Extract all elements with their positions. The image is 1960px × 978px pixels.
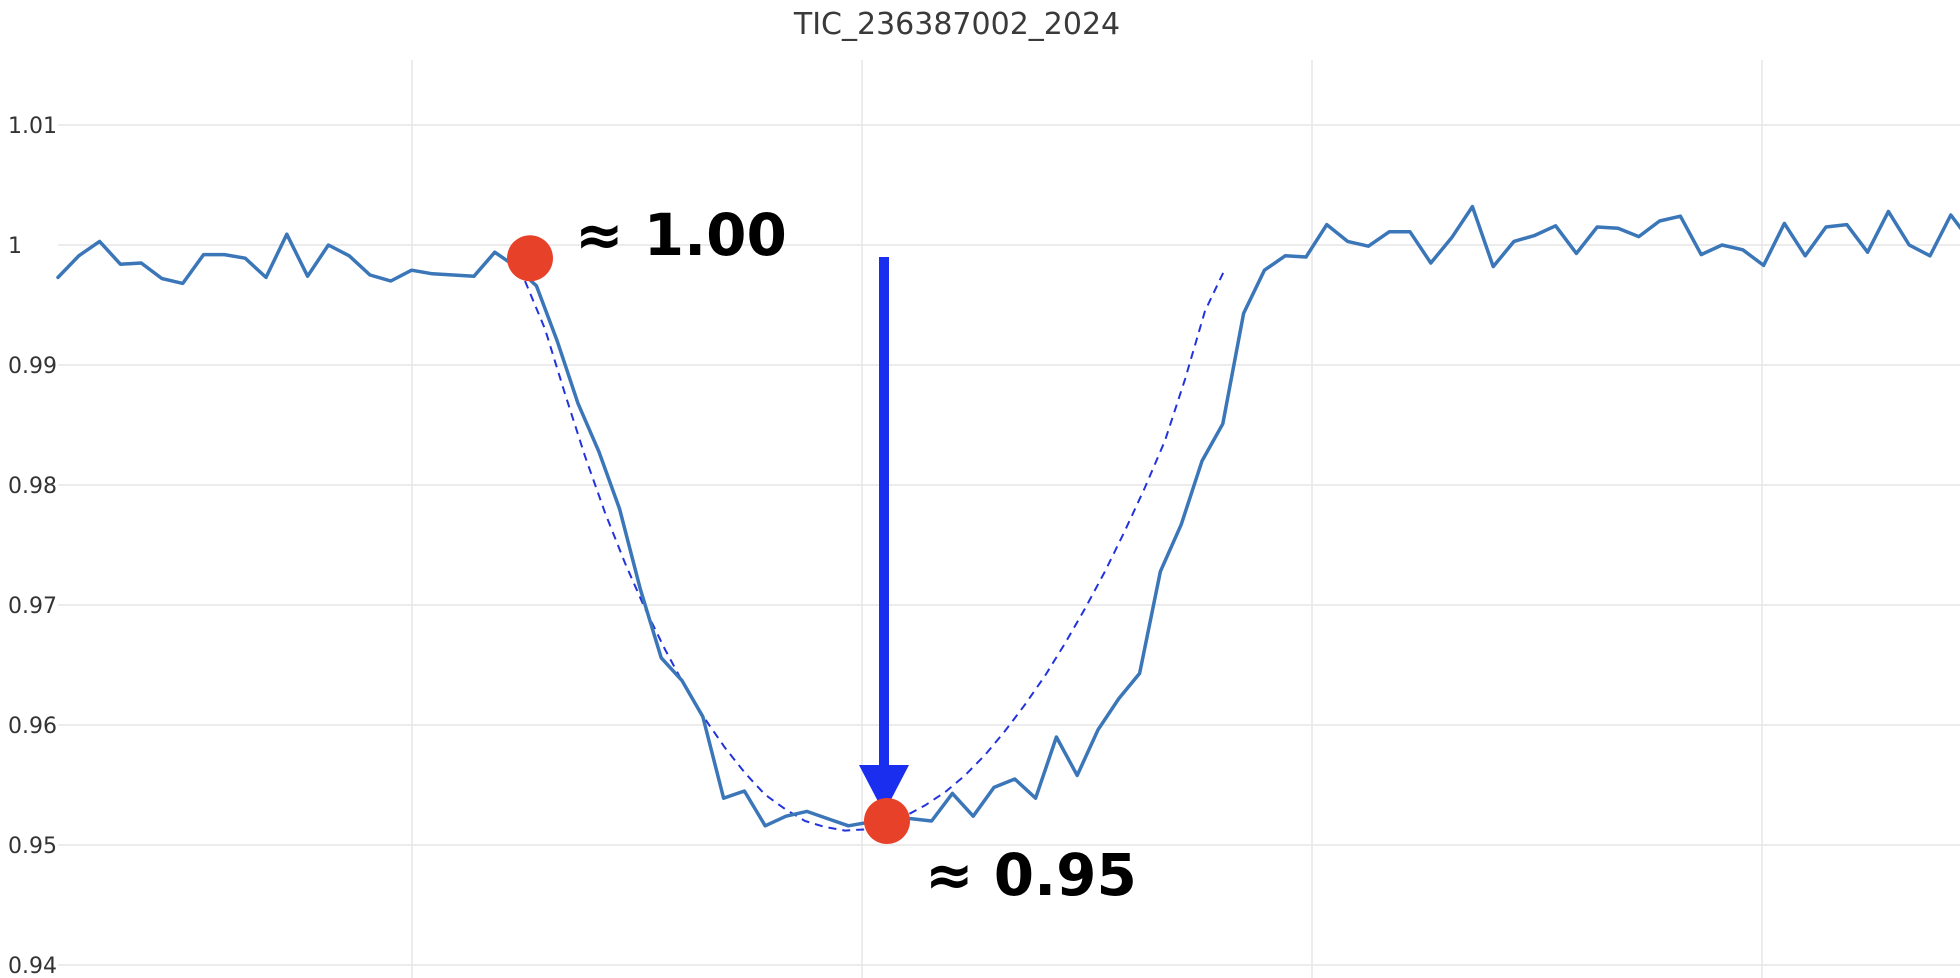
flux-series-line — [56, 204, 1960, 828]
y-tick-label: 0.98 — [8, 474, 57, 499]
y-tick-label: 0.99 — [8, 354, 57, 379]
grid-layer — [58, 60, 1960, 978]
y-axis-ticks: 0.94 0.95 0.96 0.97 0.98 0.99 1 1.01 — [8, 114, 57, 978]
minimum-annotation-label: ≈ 0.95 — [925, 841, 1137, 909]
y-tick-label: 0.94 — [8, 954, 57, 978]
annotation-layer: ≈ 1.00 ≈ 0.95 — [507, 201, 1137, 909]
baseline-annotation-label: ≈ 1.00 — [575, 201, 787, 269]
depth-arrow-head — [859, 765, 909, 813]
y-tick-label: 0.95 — [8, 834, 57, 859]
y-tick-label: 0.97 — [8, 594, 57, 619]
series-layer — [56, 204, 1960, 832]
chart-title: TIC_236387002_2024 — [793, 7, 1120, 42]
y-tick-label: 1.01 — [8, 114, 57, 139]
y-tick-label: 1 — [8, 234, 22, 259]
minimum-marker — [864, 798, 910, 844]
y-tick-label: 0.96 — [8, 714, 57, 739]
baseline-marker — [507, 235, 553, 282]
